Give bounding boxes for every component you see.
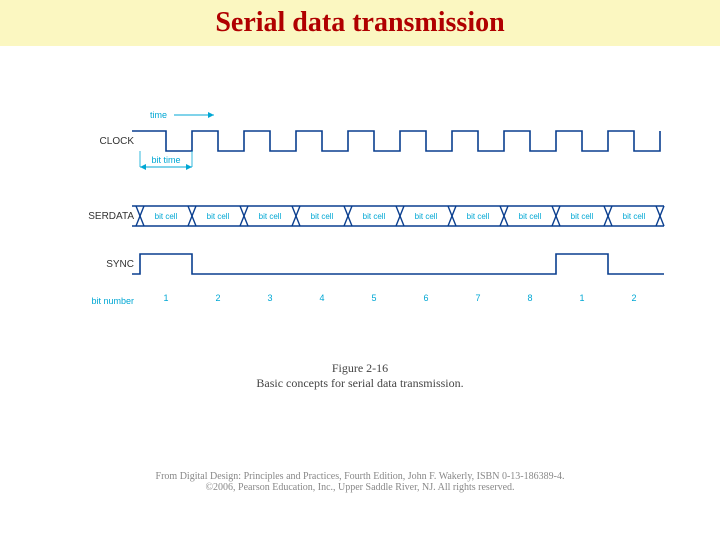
- svg-text:CLOCK: CLOCK: [100, 136, 135, 147]
- svg-text:4: 4: [319, 293, 324, 303]
- svg-text:2: 2: [215, 293, 220, 303]
- svg-text:bit cell: bit cell: [259, 212, 282, 221]
- svg-text:bit cell: bit cell: [363, 212, 386, 221]
- svg-text:6: 6: [423, 293, 428, 303]
- figure-caption: Figure 2-16 Basic concepts for serial da…: [0, 361, 720, 391]
- svg-text:bit cell: bit cell: [155, 212, 178, 221]
- svg-text:5: 5: [371, 293, 376, 303]
- page-title: Serial data transmission: [215, 7, 504, 39]
- svg-text:3: 3: [267, 293, 272, 303]
- svg-text:SERDATA: SERDATA: [88, 211, 134, 222]
- credit-line-1: From Digital Design: Principles and Prac…: [0, 471, 720, 482]
- svg-text:1: 1: [163, 293, 168, 303]
- svg-text:7: 7: [475, 293, 480, 303]
- svg-text:bit cell: bit cell: [571, 212, 594, 221]
- svg-text:bit number: bit number: [91, 296, 134, 306]
- svg-text:bit cell: bit cell: [311, 212, 334, 221]
- svg-text:bit time: bit time: [151, 155, 180, 165]
- svg-text:bit cell: bit cell: [415, 212, 438, 221]
- title-bar: Serial data transmission: [0, 0, 720, 46]
- svg-text:bit cell: bit cell: [207, 212, 230, 221]
- timing-diagram: CLOCK SERDATA SYNC bit number time bit time bi…: [80, 106, 700, 331]
- svg-text:time: time: [150, 110, 167, 120]
- svg-text:1: 1: [579, 293, 584, 303]
- figure-caption-text: Basic concepts for serial data transmiss…: [0, 376, 720, 391]
- svg-text:SYNC: SYNC: [106, 259, 134, 270]
- svg-text:8: 8: [527, 293, 532, 303]
- svg-text:bit cell: bit cell: [467, 212, 490, 221]
- figure-label: Figure 2-16: [0, 361, 720, 376]
- svg-text:bit cell: bit cell: [519, 212, 542, 221]
- credit-line-2: ©2006, Pearson Education, Inc., Upper Sa…: [0, 482, 720, 493]
- credit-block: From Digital Design: Principles and Prac…: [0, 471, 720, 493]
- svg-text:2: 2: [631, 293, 636, 303]
- diagram-container: CLOCK SERDATA SYNC bit number time bit time bi…: [0, 46, 720, 331]
- svg-text:bit cell: bit cell: [623, 212, 646, 221]
